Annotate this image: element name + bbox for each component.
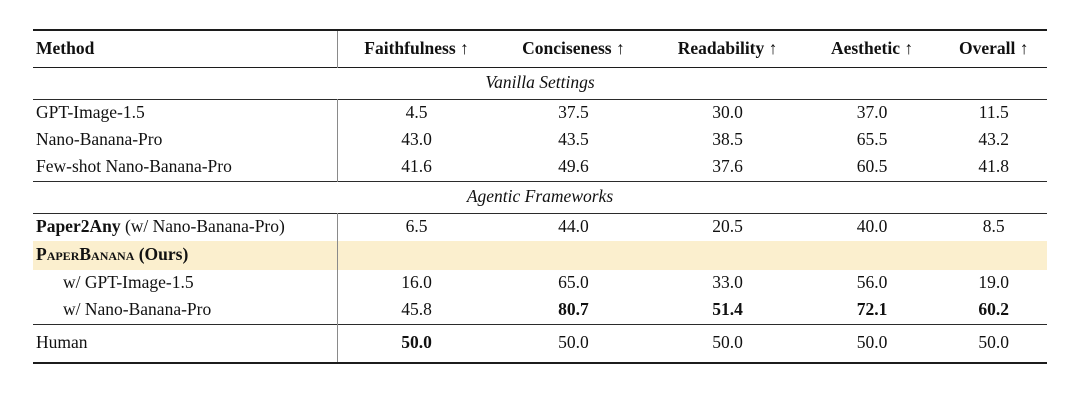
metric-cell-best: 72.1 [856,299,888,320]
metric-cell: 41.8 [978,156,1010,177]
column-header-faithfulness: Faithfulness ↑ [336,30,496,68]
metric-cell: 37.6 [712,156,743,177]
method-cell: w/ Nano-Banana-Pro [63,299,212,320]
metric-cell: 41.6 [336,153,496,182]
metric-cell: 6.5 [336,213,496,241]
method-cell: PaperBanana (Ours) [33,240,338,270]
metric-cell: 37.5 [558,102,589,123]
metric-cell: 30.0 [712,102,743,123]
column-header-overall: Overall ↑ [958,38,1029,58]
table-row-few-shot-nano-banana-pro: Few-shot Nano-Banana-Pro 41.6 49.6 37.6 … [33,153,1047,182]
column-header-aesthetic: Aesthetic ↑ [830,38,914,58]
metric-cell: 20.5 [712,216,743,237]
table-row-human: Human 50.0 50.0 50.0 50.0 50.0 [33,324,1047,363]
metric-cell-best: 50.0 [336,324,496,363]
empty-cell [336,240,1047,270]
metric-cell: 16.0 [336,269,496,297]
section-label: Agentic Frameworks [466,186,614,207]
table-header-row: Method Faithfulness ↑ Conciseness ↑ Read… [33,30,1047,68]
method-cell: Nano-Banana-Pro [36,129,163,150]
method-cell: Human [36,331,88,352]
column-header-conciseness: Conciseness ↑ [522,38,625,58]
metric-cell: 37.0 [856,102,888,123]
method-cell: GPT-Image-1.5 [36,102,145,123]
metric-cell: 33.0 [712,272,743,293]
metric-cell: 38.5 [712,129,743,150]
metric-cell: 50.0 [856,331,888,352]
metric-cell: 43.2 [978,129,1010,150]
method-name-suffix: (Ours) [134,244,189,265]
metric-cell-best: 60.2 [978,299,1010,320]
metric-cell: 50.0 [558,331,589,352]
method-cell: Paper2Any (w/ Nano-Banana-Pro) [33,213,337,241]
metric-cell: 40.0 [856,216,888,237]
metric-cell: 4.5 [336,99,496,127]
results-table: Method Faithfulness ↑ Conciseness ↑ Read… [33,29,1047,364]
metric-cell-best: 80.7 [558,299,589,320]
metric-cell: 60.5 [856,156,888,177]
method-name-bold: Paper2Any [36,216,121,237]
metric-cell: 49.6 [558,156,589,177]
metric-cell: 43.5 [558,129,589,150]
metric-cell-best: 51.4 [712,299,743,320]
metric-cell: 65.0 [558,272,589,293]
section-label: Vanilla Settings [485,72,595,93]
metric-cell: 56.0 [856,272,888,293]
table-row-nano-banana-pro: Nano-Banana-Pro 43.0 43.5 38.5 65.5 43.2 [33,126,1047,154]
column-header-method: Method [36,38,95,58]
method-cell: Few-shot Nano-Banana-Pro [36,156,232,177]
highlight-row-paperbanana: PaperBanana (Ours) [33,240,1047,270]
metric-cell: 65.5 [856,129,888,150]
method-name-suffix: (w/ Nano-Banana-Pro) [120,216,285,237]
section-header-agentic-frameworks: Agentic Frameworks [33,181,1047,214]
metric-cell: 11.5 [978,102,1009,123]
table-row-ours-nano-banana-pro: w/ Nano-Banana-Pro 45.8 80.7 51.4 72.1 6… [33,296,1047,325]
table-row-gpt-image-1-5: GPT-Image-1.5 4.5 37.5 30.0 37.0 11.5 [33,99,1047,127]
section-header-vanilla-settings: Vanilla Settings [33,67,1047,100]
column-header-readability: Readability ↑ [677,38,778,58]
method-name-smallcaps: PaperBanana [36,244,135,265]
metric-cell: 8.5 [982,216,1005,237]
metric-cell: 43.0 [336,126,496,154]
table-row-ours-gpt-image-1-5: w/ GPT-Image-1.5 16.0 65.0 33.0 56.0 19.… [33,269,1047,297]
table-row-paper2any: Paper2Any (w/ Nano-Banana-Pro) 6.5 44.0 … [33,213,1047,241]
metric-cell: 19.0 [978,272,1010,293]
method-cell: w/ GPT-Image-1.5 [63,272,194,293]
metric-cell: 45.8 [336,296,496,325]
metric-cell: 44.0 [558,216,589,237]
metric-cell: 50.0 [978,331,1010,352]
metric-cell: 50.0 [712,331,743,352]
